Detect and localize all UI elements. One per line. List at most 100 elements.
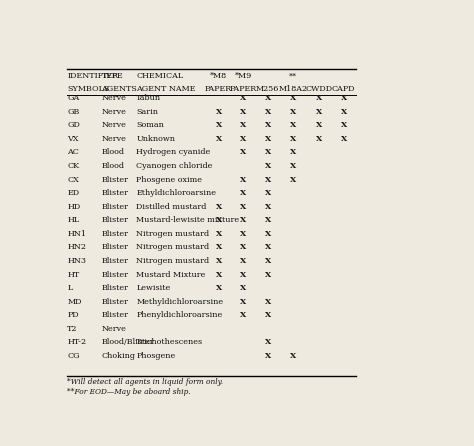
Text: HN2: HN2 [67,244,86,252]
Text: Blister: Blister [101,257,128,265]
Text: CHEMICAL: CHEMICAL [137,72,183,80]
Text: **: ** [289,72,297,80]
Text: IDENTIFIER: IDENTIFIER [67,72,118,80]
Text: Choking: Choking [101,352,136,360]
Text: X: X [240,244,246,252]
Text: X: X [216,284,222,292]
Text: X: X [340,121,346,129]
Text: X: X [240,176,246,184]
Text: Blister: Blister [101,297,128,306]
Text: X: X [216,257,222,265]
Text: X: X [290,176,296,184]
Text: HT-2: HT-2 [67,339,86,347]
Text: X: X [264,189,271,197]
Text: Tabun: Tabun [137,94,162,102]
Text: Phenyldichloroarsine: Phenyldichloroarsine [137,311,223,319]
Text: Blister: Blister [101,230,128,238]
Text: CWDD: CWDD [305,85,332,93]
Text: Blood: Blood [101,162,125,170]
Text: Nerve: Nerve [101,121,127,129]
Text: X: X [264,216,271,224]
Text: X: X [316,135,322,143]
Text: X: X [290,121,296,129]
Text: X: X [264,176,271,184]
Text: X: X [340,108,346,116]
Text: Mustard Mixture: Mustard Mixture [137,271,206,278]
Text: AGENTS: AGENTS [101,85,137,93]
Text: X: X [240,149,246,157]
Text: X: X [290,352,296,360]
Text: Blister: Blister [101,271,128,278]
Text: Distilled mustard: Distilled mustard [137,202,207,211]
Text: X: X [264,162,271,170]
Text: GD: GD [67,121,80,129]
Text: HD: HD [67,202,81,211]
Text: Nitrogen mustard: Nitrogen mustard [137,257,210,265]
Text: HT: HT [67,271,80,278]
Text: X: X [290,149,296,157]
Text: Nitrogen mustard: Nitrogen mustard [137,244,210,252]
Text: PD: PD [67,311,79,319]
Text: GB: GB [67,108,80,116]
Text: X: X [240,257,246,265]
Text: X: X [264,352,271,360]
Text: Phosgene oxime: Phosgene oxime [137,176,202,184]
Text: X: X [216,271,222,278]
Text: Nitrogen mustard: Nitrogen mustard [137,230,210,238]
Text: X: X [240,216,246,224]
Text: X: X [240,121,246,129]
Text: Blister: Blister [101,244,128,252]
Text: GA: GA [67,94,80,102]
Text: X: X [216,244,222,252]
Text: Blister: Blister [101,216,128,224]
Text: X: X [240,284,246,292]
Text: X: X [264,94,271,102]
Text: X: X [264,257,271,265]
Text: Lewisite: Lewisite [137,284,171,292]
Text: X: X [240,271,246,278]
Text: Blister: Blister [101,189,128,197]
Text: Nerve: Nerve [101,135,127,143]
Text: X: X [290,162,296,170]
Text: L: L [67,284,73,292]
Text: PAPER: PAPER [205,85,232,93]
Text: X: X [216,135,222,143]
Text: Trichothescenes: Trichothescenes [137,339,203,347]
Text: Mustard-lewisite mixture: Mustard-lewisite mixture [137,216,239,224]
Text: X: X [264,202,271,211]
Text: Soman: Soman [137,121,164,129]
Text: SYMBOLS: SYMBOLS [67,85,109,93]
Text: AC: AC [67,149,79,157]
Text: X: X [340,135,346,143]
Text: TYPE: TYPE [101,72,123,80]
Text: Blister: Blister [101,311,128,319]
Text: Hydrogen cyanide: Hydrogen cyanide [137,149,210,157]
Text: CK: CK [67,162,80,170]
Text: M18A2: M18A2 [278,85,308,93]
Text: X: X [216,202,222,211]
Text: HN3: HN3 [67,257,86,265]
Text: Blister: Blister [101,176,128,184]
Text: X: X [240,135,246,143]
Text: X: X [264,271,271,278]
Text: M256: M256 [256,85,279,93]
Text: X: X [240,94,246,102]
Text: Cyanogen chloride: Cyanogen chloride [137,162,213,170]
Text: *M9: *M9 [235,72,252,80]
Text: CAPD: CAPD [332,85,356,93]
Text: X: X [264,135,271,143]
Text: X: X [264,230,271,238]
Text: CX: CX [67,176,79,184]
Text: X: X [340,94,346,102]
Text: Unknown: Unknown [137,135,175,143]
Text: Nerve: Nerve [101,108,127,116]
Text: *Will detect all agents in liquid form only.: *Will detect all agents in liquid form o… [67,378,223,386]
Text: X: X [264,121,271,129]
Text: Blister: Blister [101,284,128,292]
Text: X: X [216,108,222,116]
Text: X: X [316,108,322,116]
Text: X: X [290,94,296,102]
Text: MD: MD [67,297,82,306]
Text: Phosgene: Phosgene [137,352,176,360]
Text: HN1: HN1 [67,230,86,238]
